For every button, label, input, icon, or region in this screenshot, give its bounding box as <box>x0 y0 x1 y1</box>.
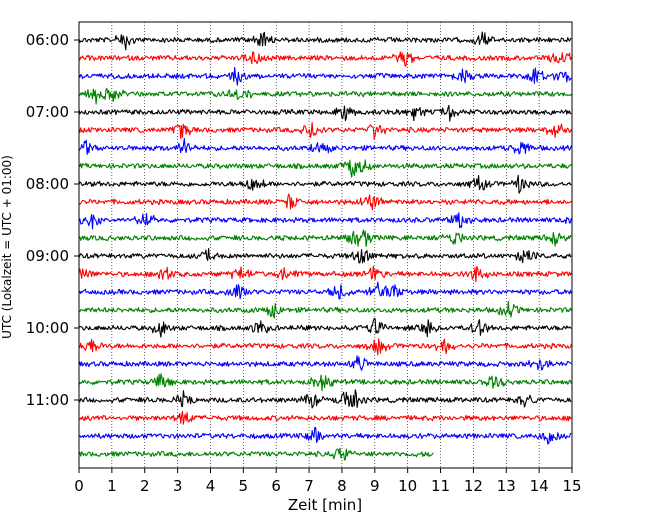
x-tick-label: 3 <box>173 477 183 495</box>
y-tick-label: 07:00 <box>26 103 69 121</box>
trace-08:15 <box>78 212 572 230</box>
y-tick-label: 09:00 <box>26 247 69 265</box>
trace-10:30 <box>78 373 572 392</box>
trace-08:00 <box>78 193 572 211</box>
x-tick-label: 9 <box>370 477 380 495</box>
trace-09:00 <box>78 265 572 283</box>
trace-08:30 <box>78 229 572 248</box>
y-tick-label: 08:00 <box>26 175 69 193</box>
x-tick-label: 0 <box>74 477 84 495</box>
x-tick-label: 15 <box>562 477 581 495</box>
x-tick-label: 13 <box>497 477 516 495</box>
trace-06:30 <box>78 87 572 105</box>
traces <box>78 31 572 461</box>
trace-08:45 <box>78 248 572 264</box>
x-axis: 0 1 2 3 4 5 6 7 8 9 10 11 12 13 14 15 <box>74 468 582 495</box>
x-tick-label: 6 <box>271 477 281 495</box>
plot-area <box>79 22 572 468</box>
x-axis-label: Zeit [min] <box>288 496 362 514</box>
trace-07:30 <box>78 159 572 178</box>
trace-10:45 <box>78 389 572 409</box>
x-tick-label: 14 <box>530 477 549 495</box>
x-tick-label: 8 <box>337 477 347 495</box>
trace-10:15 <box>78 355 572 371</box>
y-tick-label: 11:00 <box>26 391 69 409</box>
x-tick-label: 10 <box>398 477 417 495</box>
trace-06:15 <box>78 66 572 86</box>
trace-07:15 <box>78 138 572 155</box>
grid-lines <box>111 22 540 468</box>
trace-07:00 <box>78 121 572 140</box>
trace-06:45 <box>78 104 572 122</box>
x-tick-label: 2 <box>140 477 150 495</box>
trace-05:45 <box>78 31 572 51</box>
trace-10:00 <box>78 338 572 356</box>
y-tick-label: 06:00 <box>26 31 69 49</box>
y-tick-label: 10:00 <box>26 319 69 337</box>
trace-11:30 <box>78 447 434 461</box>
y-axis-label: UTC (Lokalzeit = UTC + 01:00) <box>0 155 14 339</box>
x-tick-label: 11 <box>431 477 450 495</box>
trace-07:45 <box>78 174 572 194</box>
x-tick-label: 5 <box>239 477 249 495</box>
x-tick-label: 4 <box>206 477 216 495</box>
trace-09:45 <box>78 318 572 338</box>
trace-11:15 <box>78 426 572 445</box>
trace-09:15 <box>78 281 572 300</box>
x-tick-label: 7 <box>304 477 314 495</box>
trace-09:30 <box>78 300 572 319</box>
x-tick-label: 1 <box>107 477 117 495</box>
y-axis: 06:00 07:00 08:00 09:00 10:00 11:00 <box>26 31 79 409</box>
trace-06:00 <box>78 51 572 67</box>
x-tick-label: 12 <box>464 477 483 495</box>
trace-11:00 <box>78 410 572 425</box>
plot-frame <box>78 21 573 469</box>
